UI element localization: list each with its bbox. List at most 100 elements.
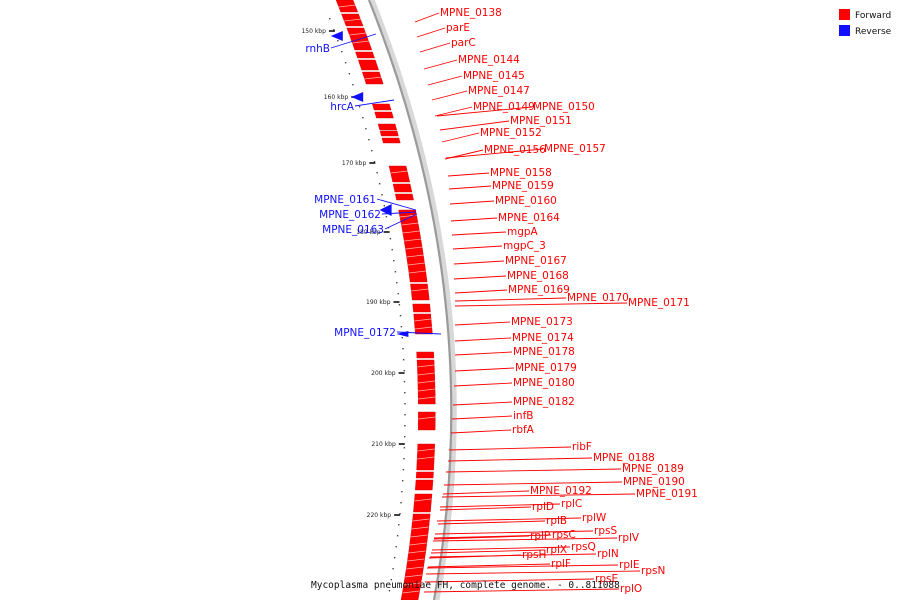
gene-label-mpne-0152: MPNE_0152: [480, 127, 542, 139]
gene-label-mpne-0178: MPNE_0178: [513, 346, 575, 358]
gene-label-rplw: rplW: [582, 512, 607, 524]
scale-dot: [402, 469, 405, 471]
gene-separator: [404, 238, 422, 242]
scale-dot: [337, 40, 339, 42]
gene-label-mgpa: mgpA: [507, 226, 539, 238]
leader-line: [439, 503, 561, 508]
scale-dot: [362, 117, 364, 119]
leader-line: [434, 106, 473, 117]
leader-line: [330, 33, 377, 49]
forward-gene-block: [381, 137, 401, 144]
forward-gene-block: [416, 351, 435, 359]
leader-line: [443, 481, 623, 486]
gene-label-rpln: rplN: [597, 548, 619, 560]
gene-separator: [338, 4, 356, 8]
scale-dot: [389, 238, 392, 240]
gene-separator: [418, 416, 436, 420]
scale-dot: [388, 590, 391, 592]
legend: Forward Reverse: [839, 9, 892, 37]
scale-dot: [344, 62, 347, 64]
leader-line: [431, 90, 468, 101]
scale-tick-label: 180 kbp: [356, 229, 381, 236]
leader-line: [447, 457, 593, 462]
scale-dot: [358, 106, 361, 108]
legend-label-forward: Forward: [855, 11, 891, 21]
scale-tick-label: 210 kbp: [371, 441, 396, 448]
forward-gene-block: [417, 411, 436, 431]
leader-line: [439, 506, 532, 511]
scale-dot: [403, 447, 406, 449]
gene-label-parc: parC: [451, 37, 476, 49]
leader-line: [433, 535, 530, 540]
leader-line: [436, 517, 582, 522]
scale-dot: [329, 18, 331, 20]
gene-label-mpne-0149: MPNE_0149: [473, 101, 535, 113]
scale-tick-label: 190 kbp: [366, 299, 391, 306]
scale-dot: [398, 524, 400, 526]
gene-separator: [404, 574, 423, 578]
gene-label-mpne-0138: MPNE_0138: [440, 7, 502, 19]
leader-line: [441, 493, 636, 498]
gene-separator: [364, 76, 382, 80]
leader-line: [434, 530, 594, 535]
gene-separator: [417, 380, 435, 384]
scale-dot: [397, 293, 399, 295]
gene-separator: [417, 372, 435, 376]
scale-dot: [348, 73, 350, 75]
scale-dot: [404, 436, 406, 438]
gene-separator: [403, 582, 421, 586]
forward-gene-block: [412, 303, 431, 313]
scale-dots: [329, 18, 406, 592]
gene-label-mpne-0170: MPNE_0170: [567, 292, 629, 304]
scale-dot: [393, 260, 395, 262]
leader-line: [441, 132, 480, 143]
scale-dot: [378, 183, 381, 185]
gene-label-rnhb: rnhB: [305, 43, 330, 55]
leader-line: [454, 367, 515, 372]
gene-label-mpne-0171: MPNE_0171: [628, 297, 690, 309]
leader-line: [453, 275, 507, 280]
scale-dot: [368, 139, 370, 141]
gene-label-rple: rplE: [619, 559, 640, 571]
gene-separator: [411, 288, 429, 292]
gene-label-rplo: rplO: [620, 583, 642, 595]
gene-separator: [406, 566, 424, 570]
scale-dot: [373, 161, 376, 163]
forward-gene-block: [388, 165, 410, 183]
genome-backbone: [367, 0, 453, 600]
scale-dot: [394, 557, 396, 559]
gene-label-mpne-0144: MPNE_0144: [458, 54, 520, 66]
scale-dot: [394, 271, 397, 273]
legend-label-reverse: Reverse: [855, 27, 892, 37]
gene-separator: [406, 254, 424, 258]
gene-label-rplf: rplF: [551, 558, 571, 570]
gene-separator: [405, 246, 423, 250]
gene-label-pare: parE: [446, 22, 470, 34]
scale-dot: [341, 51, 343, 53]
gene-label-mpne-0151: MPNE_0151: [510, 115, 572, 127]
scale-dot: [381, 194, 383, 196]
leader-line: [453, 260, 505, 265]
gene-separator: [349, 32, 367, 36]
leader-line: [451, 231, 507, 236]
gene-label-mpne-0159: MPNE_0159: [492, 180, 554, 192]
scale-dot: [385, 216, 388, 218]
label-leaders: [330, 12, 641, 593]
gene-label-mpne-0147: MPNE_0147: [468, 85, 530, 97]
gene-label-rpld: rplD: [532, 501, 554, 513]
gene-label-rplp: rplP: [530, 530, 550, 542]
gene-label-mpne-0172: MPNE_0172: [334, 327, 396, 339]
scale-dot: [390, 579, 392, 581]
scale-dot: [383, 205, 385, 207]
leader-line: [437, 520, 546, 525]
scale-tick-label: 170 kbp: [342, 160, 367, 167]
gene-label-rpsc: rpsC: [552, 529, 576, 541]
gene-label-mpne-0190: MPNE_0190: [623, 476, 685, 488]
gene-label-rplb: rplB: [546, 515, 567, 527]
leader-line: [454, 289, 508, 294]
gene-label-mpne-0180: MPNE_0180: [513, 377, 575, 389]
gene-labels: MPNE_0138 parE parC MPNE_0144 MPNE_0145 MPNE_…: [305, 7, 698, 595]
gene-label-rplv: rplV: [618, 532, 640, 544]
gene-label-mpne-0173: MPNE_0173: [511, 316, 573, 328]
